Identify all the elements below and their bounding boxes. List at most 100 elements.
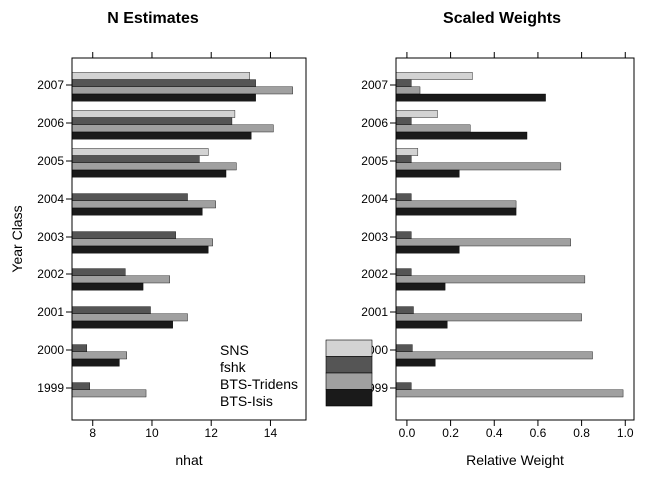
- x-tick-label: 0.2: [442, 426, 459, 440]
- y-tick-label: 2004: [361, 192, 388, 206]
- y-tick-label: 2001: [37, 305, 64, 319]
- bar-bts-tridens-2003: [395, 238, 571, 247]
- legend-swatch-bts-tridens: [325, 372, 373, 390]
- bar-bts-tridens-2006: [395, 124, 471, 133]
- y-tick-label: 2002: [361, 267, 388, 281]
- legend-swatch-fshk: [325, 356, 373, 374]
- bar-fshk-2007: [395, 79, 412, 87]
- bar-bts-tridens-2001: [395, 313, 582, 322]
- y-tick-label: 2006: [361, 116, 388, 130]
- y-tick-label: 2000: [37, 343, 64, 357]
- x-tick-label: 0.0: [399, 426, 416, 440]
- bar-fshk-2002: [395, 268, 412, 277]
- bar-fshk-2000: [71, 344, 88, 353]
- bar-bts-tridens-2005: [395, 162, 562, 171]
- bar-fshk-2004: [395, 193, 412, 202]
- legend-label: SNS: [220, 342, 249, 358]
- bar-bts-tridens-2003: [71, 238, 213, 247]
- bar-bts-isis-2007: [71, 93, 256, 102]
- bar-bts-isis-2003: [71, 245, 209, 254]
- bar-sns-2006: [71, 110, 236, 118]
- x-tick-label: 14: [264, 426, 278, 440]
- bar-fshk-2003: [395, 231, 412, 240]
- y-tick-label: 2005: [361, 154, 388, 168]
- bar-bts-isis-2002: [71, 282, 144, 291]
- bar-fshk-1999: [395, 382, 412, 391]
- x-tick-label: 8: [89, 426, 96, 440]
- bar-fshk-2003: [71, 231, 176, 240]
- panel-n-estimates: [66, 52, 307, 426]
- plot-frame: [395, 57, 635, 421]
- bar-bts-tridens-2004: [395, 200, 517, 209]
- bar-sns-2005: [395, 148, 419, 156]
- legend-label: BTS-Isis: [220, 393, 273, 409]
- bar-bts-tridens-2007: [71, 86, 293, 95]
- y-tick-label: 2002: [37, 267, 64, 281]
- bar-bts-tridens-1999: [71, 389, 147, 398]
- bar-bts-isis-2001: [71, 320, 173, 329]
- legend-swatch-sns: [325, 339, 373, 357]
- bar-sns-2006: [395, 110, 438, 118]
- bar-bts-isis-2000: [71, 358, 120, 367]
- x-axis-label: nhat: [175, 452, 202, 468]
- y-tick-label: 2001: [361, 305, 388, 319]
- chart-title: Scaled Weights: [443, 10, 561, 27]
- bar-fshk-2004: [71, 193, 188, 202]
- y-tick-label: 2003: [37, 230, 64, 244]
- bar-bts-isis-2004: [395, 207, 517, 216]
- y-tick-label: 2005: [37, 154, 64, 168]
- y-tick-label: 2004: [37, 192, 64, 206]
- bar-fshk-2001: [395, 306, 414, 315]
- chart-title: N Estimates: [107, 10, 199, 27]
- x-tick-label: 0.8: [573, 426, 590, 440]
- bar-bts-tridens-2005: [71, 162, 237, 171]
- x-axis-label: Relative Weight: [466, 452, 564, 468]
- bar-bts-isis-2002: [395, 282, 446, 291]
- bar-fshk-1999: [71, 382, 90, 391]
- bar-bts-tridens-2001: [71, 313, 188, 322]
- bar-bts-isis-2007: [395, 93, 546, 102]
- bar-bts-tridens-2007: [395, 86, 421, 95]
- legend-swatch-bts-isis: [325, 389, 373, 407]
- bar-fshk-2005: [71, 155, 200, 164]
- bar-bts-tridens-2004: [71, 200, 216, 209]
- bar-bts-tridens-1999: [395, 389, 624, 398]
- y-tick-label: 2003: [361, 230, 388, 244]
- bar-fshk-2001: [71, 306, 151, 315]
- bar-bts-tridens-2002: [395, 275, 586, 284]
- bar-bts-tridens-2000: [395, 351, 593, 360]
- bar-bts-isis-2003: [395, 245, 460, 254]
- bar-bts-isis-2006: [71, 131, 252, 140]
- bar-sns-2005: [71, 148, 209, 156]
- plot-frame: [71, 57, 307, 421]
- x-tick-label: 12: [205, 426, 219, 440]
- bar-fshk-2006: [71, 117, 233, 125]
- bar-bts-isis-2005: [71, 169, 227, 178]
- y-tick-label: 2007: [361, 78, 388, 92]
- legend: [325, 339, 373, 407]
- x-tick-label: 0.6: [530, 426, 547, 440]
- bar-fshk-2002: [71, 268, 126, 277]
- bar-bts-tridens-2006: [71, 124, 274, 133]
- bar-bts-isis-2005: [395, 169, 460, 178]
- x-tick-label: 0.4: [486, 426, 503, 440]
- panel-scaled-weights: [390, 52, 635, 426]
- y-tick-label: 1999: [37, 381, 64, 395]
- legend-label: BTS-Tridens: [220, 376, 298, 392]
- bar-fshk-2005: [395, 155, 412, 164]
- x-tick-label: 10: [145, 426, 159, 440]
- y-tick-label: 2007: [37, 78, 64, 92]
- bar-bts-tridens-2002: [71, 275, 170, 284]
- bar-bts-isis-2000: [395, 358, 436, 367]
- bar-bts-isis-2001: [395, 320, 448, 329]
- bar-sns-2007: [71, 72, 250, 80]
- bar-bts-tridens-2000: [71, 351, 127, 360]
- x-tick-label: 1.0: [617, 426, 634, 440]
- y-tick-label: 2006: [37, 116, 64, 130]
- bar-bts-isis-2006: [395, 131, 528, 140]
- y-axis-label: Year Class: [9, 205, 25, 272]
- bar-sns-2007: [395, 72, 473, 80]
- bar-fshk-2000: [395, 344, 413, 353]
